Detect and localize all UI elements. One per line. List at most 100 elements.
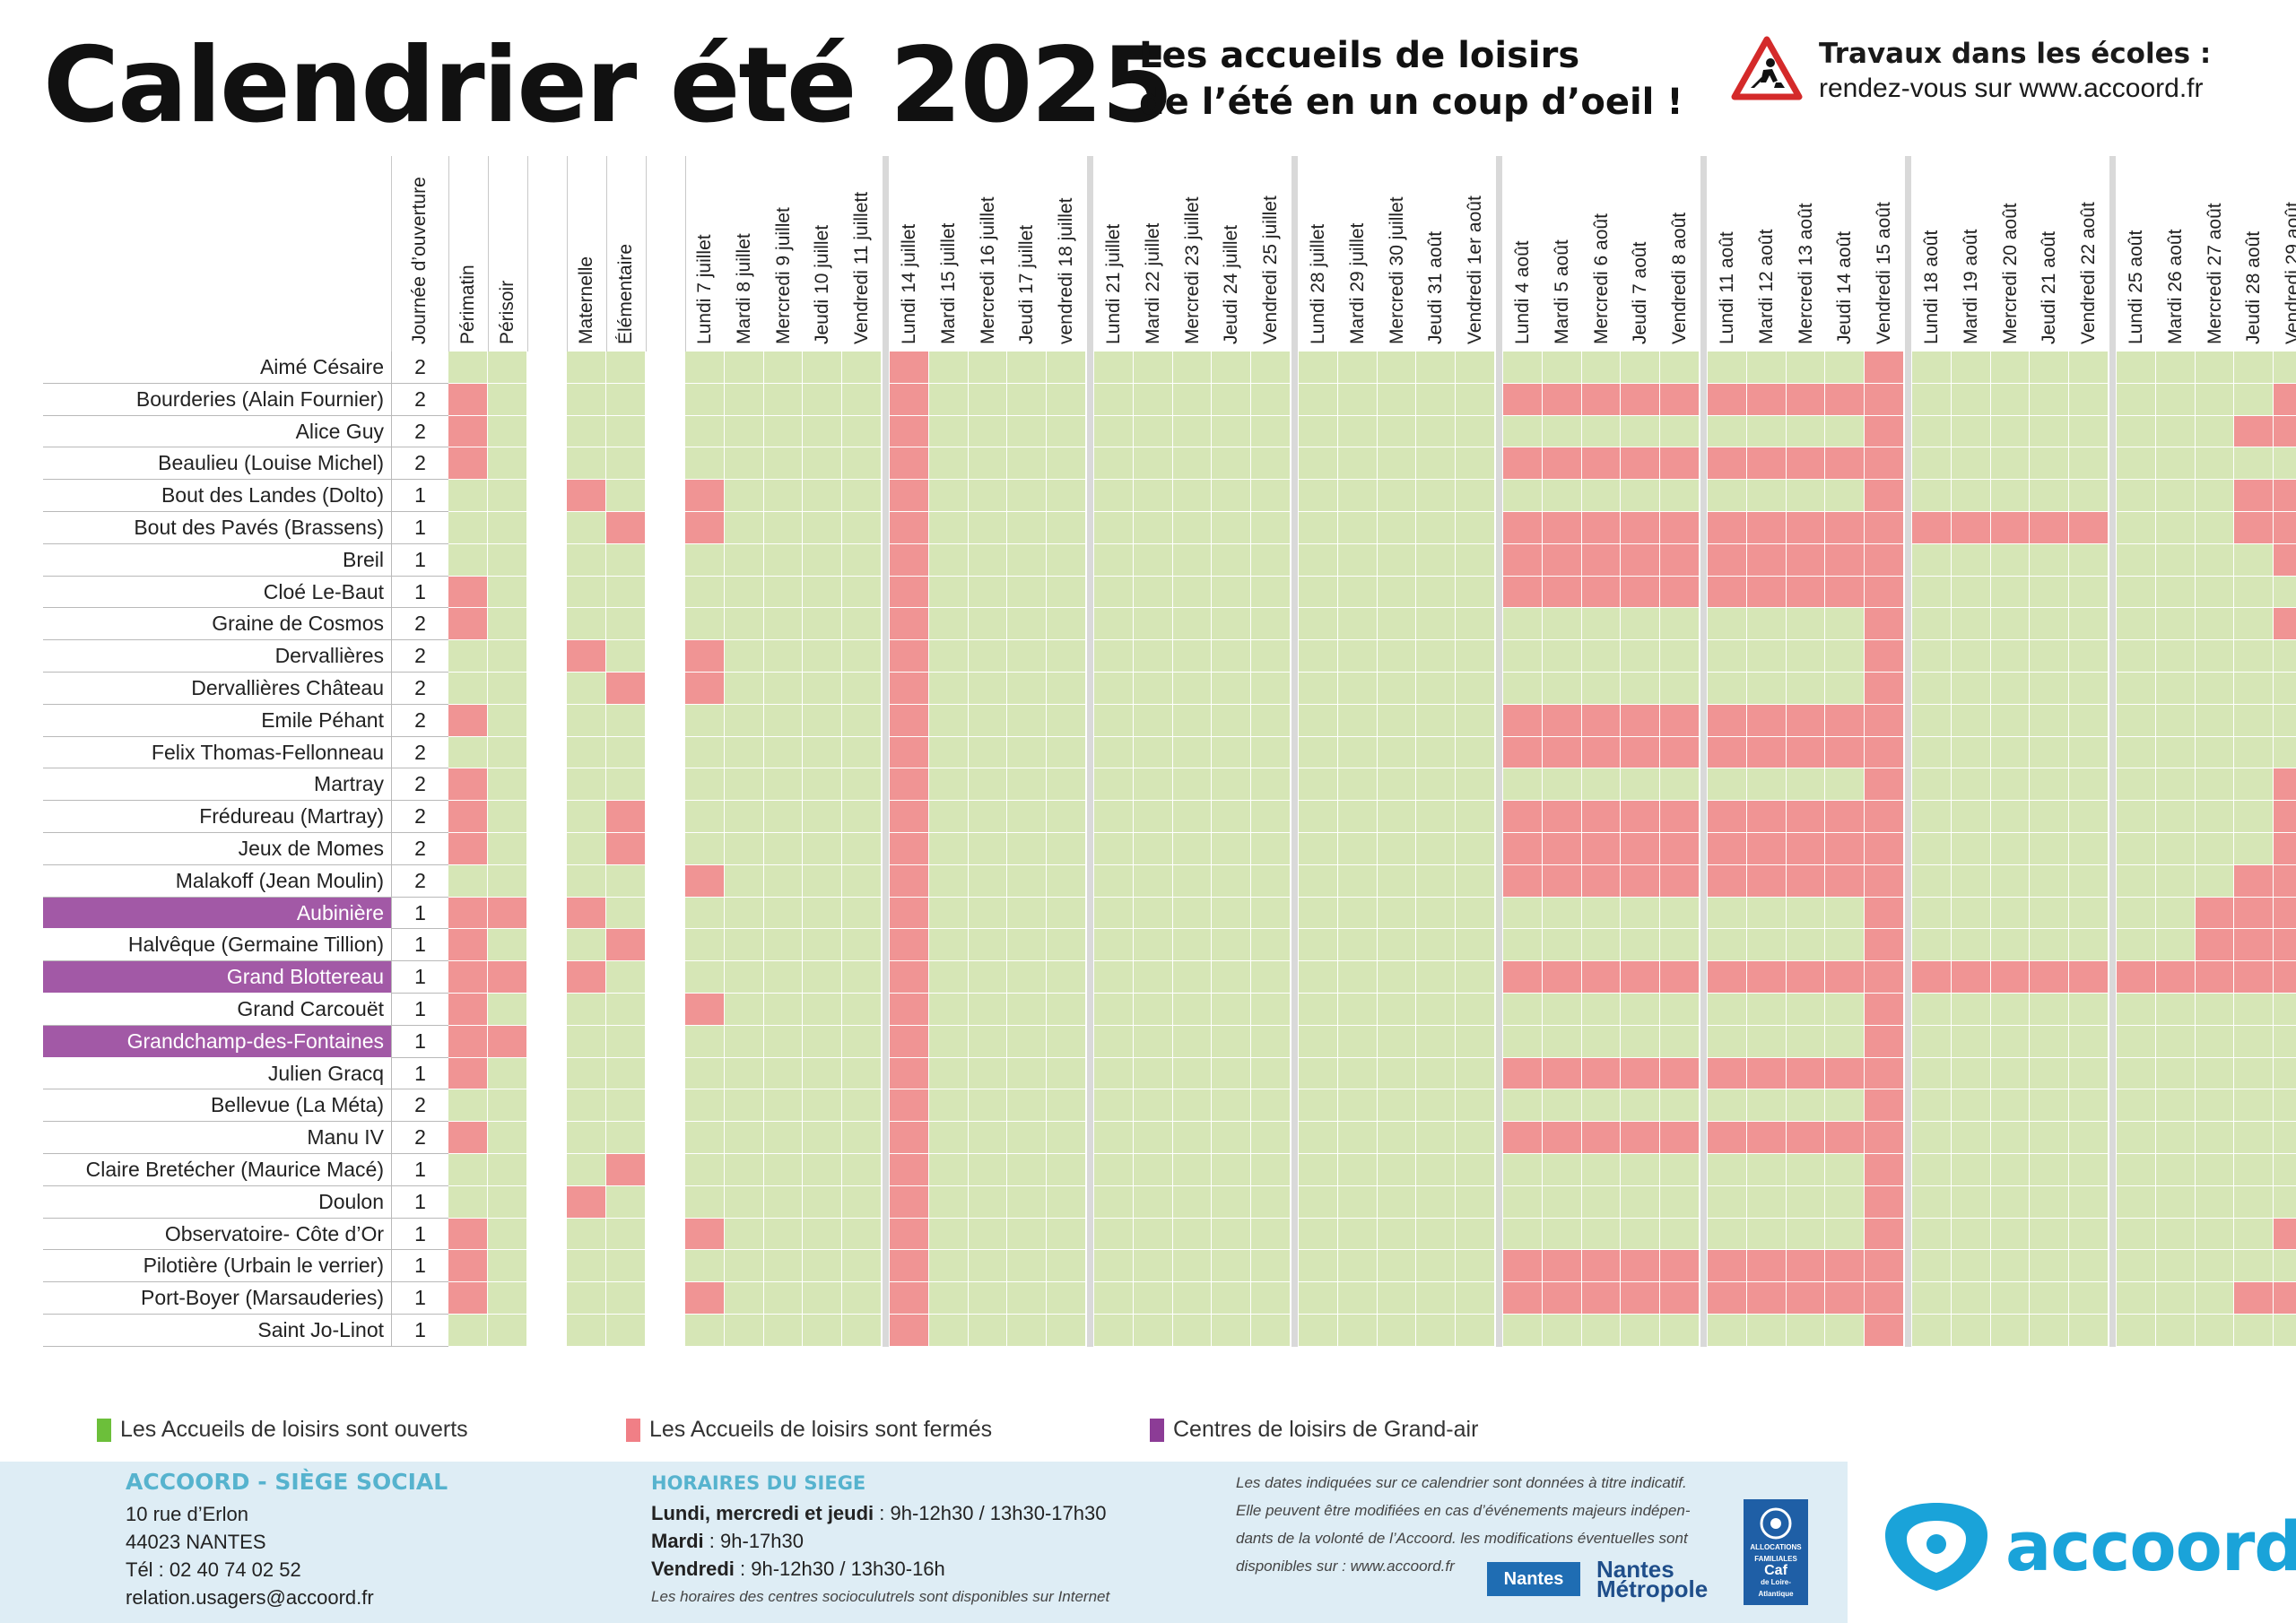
day-cell (1094, 1282, 1134, 1315)
day-cell (1047, 994, 1086, 1026)
day-cell (1007, 673, 1048, 705)
day-cell (1456, 1218, 1495, 1251)
day-cell (1786, 961, 1826, 994)
peri-cell (448, 704, 488, 737)
day-cell (1337, 415, 1378, 448)
day-cell (968, 543, 1008, 577)
day-cell (1337, 673, 1378, 705)
day-cell (1047, 961, 1086, 994)
row-journee: 2 (391, 1089, 448, 1123)
day-cell (1746, 1154, 1787, 1186)
day-cell (968, 801, 1008, 833)
day-cell (763, 704, 804, 737)
level-cell (567, 704, 606, 737)
day-cell (1990, 543, 2031, 577)
day-cell (1865, 383, 1904, 416)
day-cell (2195, 608, 2235, 641)
day-cell (1990, 673, 2031, 705)
day-cell (890, 1218, 929, 1251)
day-cell (1299, 704, 1338, 737)
day-cell (1094, 801, 1134, 833)
day-cell (1865, 1025, 1904, 1058)
day-cell (1416, 480, 1457, 512)
day-cell (1047, 447, 1086, 481)
day-cell (1542, 736, 1582, 769)
day-cell (2274, 994, 2296, 1026)
day-cell (2155, 1218, 2196, 1251)
day-cell (1865, 512, 1904, 544)
day-cell (763, 1025, 804, 1058)
day-cell (2117, 1025, 2156, 1058)
day-cell (1251, 1218, 1291, 1251)
day-cell (1708, 833, 1747, 865)
day-cell (1047, 543, 1086, 577)
day-cell (1377, 768, 1417, 802)
day-cell (763, 415, 804, 448)
day-cell (1865, 768, 1904, 802)
day-cell (1581, 543, 1622, 577)
works-link[interactable]: rendez-vous sur www.accoord.fr (1819, 74, 2204, 103)
header-day: Jeudi 7 août (1622, 154, 1658, 350)
day-cell (2274, 736, 2296, 769)
day-cell (1990, 383, 2031, 416)
level-cell (567, 1025, 606, 1058)
day-cell (1007, 833, 1048, 865)
level-cell (606, 801, 646, 833)
day-cell (724, 447, 764, 481)
peri-cell (448, 801, 488, 833)
day-cell (968, 704, 1008, 737)
day-cell (763, 1057, 804, 1090)
day-cell (2069, 1185, 2109, 1219)
day-cell (724, 801, 764, 833)
day-cell (1094, 415, 1134, 448)
day-cell (1746, 512, 1787, 544)
day-cell (1912, 512, 1952, 544)
day-cell (2234, 1282, 2274, 1315)
header-day: Jeudi 28 août (2236, 154, 2272, 350)
siege-email[interactable]: relation.usagers@accoord.fr (126, 1586, 374, 1609)
day-cell (1377, 480, 1417, 512)
peri-cell (448, 673, 488, 705)
day-cell (1542, 704, 1582, 737)
day-cell (1786, 897, 1826, 930)
day-cell (1708, 1185, 1747, 1219)
day-cell (2155, 415, 2196, 448)
row-name: Bourderies (Alain Fournier) (43, 384, 391, 416)
day-cell (1786, 704, 1826, 737)
day-cell (1299, 1282, 1338, 1315)
peri-cell (448, 833, 488, 865)
day-cell (763, 801, 804, 833)
row-name: Dervallières (43, 640, 391, 673)
header-day: Lundi 25 août (2118, 154, 2154, 350)
subtitle-line-2: de l’été en un coup d’oeil ! (1139, 82, 1683, 123)
day-cell (1251, 383, 1291, 416)
day-cell (1007, 864, 1048, 898)
day-cell (1951, 1089, 1991, 1123)
day-cell (1660, 1122, 1700, 1154)
week-separator (1292, 156, 1298, 1347)
header-day: Jeudi 17 juillet (1009, 154, 1045, 350)
day-cell (1621, 1025, 1661, 1058)
day-cell (968, 640, 1008, 673)
day-cell (1337, 736, 1378, 769)
peri-cell (488, 768, 527, 802)
day-cell (1951, 512, 1991, 544)
day-cell (2117, 640, 2156, 673)
day-cell (2274, 1218, 2296, 1251)
horaires-line: Lundi, mercredi et jeudi : 9h-12h30 / 13… (651, 1502, 1107, 1524)
day-cell (1377, 864, 1417, 898)
day-cell (2234, 1218, 2274, 1251)
day-cell (1581, 1025, 1622, 1058)
day-cell (1007, 640, 1048, 673)
day-cell (724, 576, 764, 609)
day-cell (724, 415, 764, 448)
day-cell (2195, 383, 2235, 416)
day-cell (1456, 994, 1495, 1026)
day-cell (1251, 1122, 1291, 1154)
day-cell (890, 480, 929, 512)
level-cell (567, 897, 606, 930)
day-cell (1786, 736, 1826, 769)
day-cell (2117, 736, 2156, 769)
day-cell (1172, 1282, 1213, 1315)
day-cell (1172, 415, 1213, 448)
